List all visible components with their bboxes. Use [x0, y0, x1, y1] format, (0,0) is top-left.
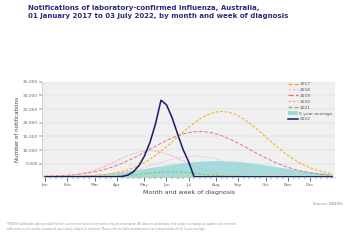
Y-axis label: Number of notifications: Number of notifications — [15, 97, 20, 162]
Text: *NNDSS notification data provided for the current and most recent weeks may be i: *NNDSS notification data provided for th… — [7, 222, 237, 231]
Text: Source: NNDSS: Source: NNDSS — [313, 202, 343, 206]
Legend: 2017, 2018, 2019, 2020, 2021, 5 year average, 2022: 2017, 2018, 2019, 2020, 2021, 5 year ave… — [288, 82, 333, 121]
Text: Notifications of laboratory-confirmed influenza, Australia,
01 January 2017 to 0: Notifications of laboratory-confirmed in… — [28, 5, 288, 19]
X-axis label: Month and week of diagnosis: Month and week of diagnosis — [142, 190, 234, 195]
